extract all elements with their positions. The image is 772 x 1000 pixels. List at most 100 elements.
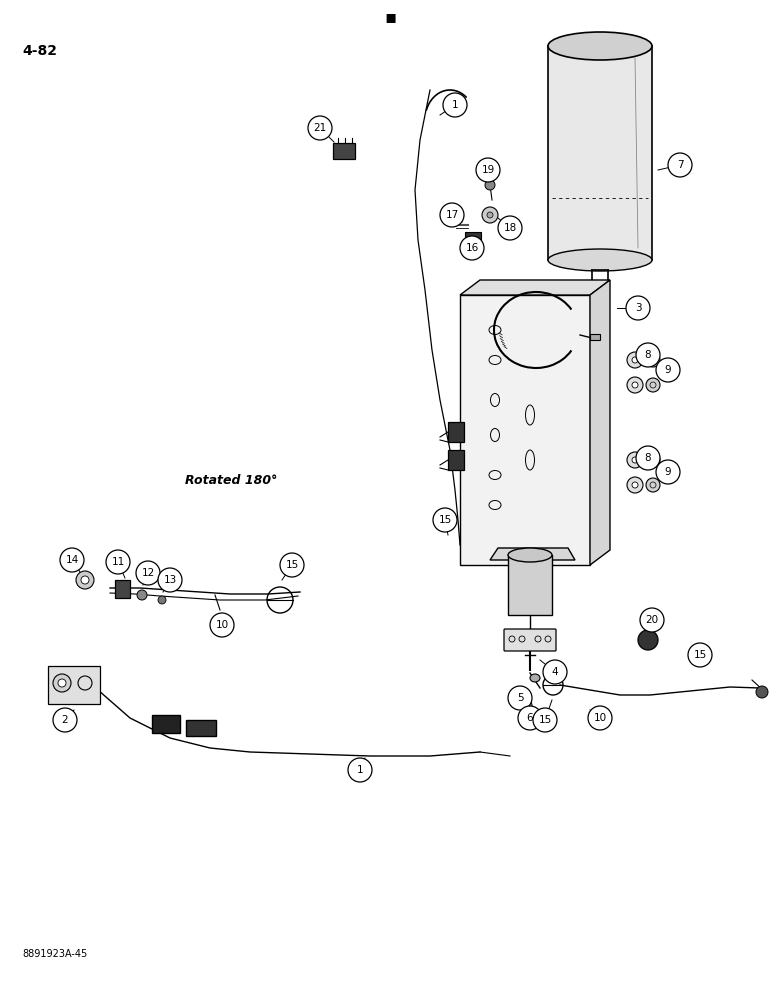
Circle shape: [632, 457, 638, 463]
Text: 17: 17: [445, 210, 459, 220]
Circle shape: [158, 596, 166, 604]
Circle shape: [476, 158, 500, 182]
Text: 20: 20: [645, 615, 659, 625]
Circle shape: [636, 446, 660, 470]
Text: 6: 6: [527, 713, 533, 723]
Ellipse shape: [530, 674, 540, 682]
Circle shape: [308, 116, 332, 140]
Text: 19: 19: [482, 165, 495, 175]
Circle shape: [627, 377, 643, 393]
Text: 1: 1: [452, 100, 459, 110]
Text: 10: 10: [215, 620, 229, 630]
Bar: [333, 143, 355, 159]
Circle shape: [588, 706, 612, 730]
Circle shape: [53, 708, 77, 732]
Circle shape: [533, 708, 557, 732]
Circle shape: [632, 482, 638, 488]
Text: 5: 5: [516, 693, 523, 703]
Text: 8: 8: [645, 350, 652, 360]
Circle shape: [280, 553, 304, 577]
Bar: [48, 666, 100, 704]
Bar: [508, 555, 552, 615]
Circle shape: [646, 478, 660, 492]
Text: 12: 12: [141, 568, 154, 578]
Text: 3: 3: [635, 303, 642, 313]
Text: 14: 14: [66, 555, 79, 565]
Text: 18: 18: [503, 223, 516, 233]
Text: 2: 2: [62, 715, 68, 725]
Text: 15: 15: [286, 560, 299, 570]
Bar: [548, 46, 652, 260]
Circle shape: [518, 691, 526, 699]
Circle shape: [348, 758, 372, 782]
Circle shape: [460, 236, 484, 260]
Circle shape: [543, 660, 567, 684]
Text: 15: 15: [438, 515, 452, 525]
Circle shape: [627, 352, 643, 368]
FancyBboxPatch shape: [504, 629, 556, 651]
Text: 1: 1: [357, 765, 364, 775]
Text: 13: 13: [164, 575, 177, 585]
Text: 15: 15: [693, 650, 706, 660]
Circle shape: [440, 203, 464, 227]
Circle shape: [640, 608, 664, 632]
Text: 9: 9: [665, 467, 672, 477]
Circle shape: [443, 93, 467, 117]
Circle shape: [53, 674, 71, 692]
Text: 8: 8: [645, 453, 652, 463]
Circle shape: [433, 508, 457, 532]
Ellipse shape: [548, 249, 652, 271]
Bar: [448, 422, 464, 442]
Circle shape: [632, 382, 638, 388]
Text: 7: 7: [677, 160, 683, 170]
Circle shape: [636, 343, 660, 367]
Circle shape: [81, 576, 89, 584]
Circle shape: [482, 207, 498, 223]
Circle shape: [158, 568, 182, 592]
Text: 4-82: 4-82: [22, 44, 57, 58]
Ellipse shape: [548, 32, 652, 60]
Circle shape: [60, 548, 84, 572]
Circle shape: [646, 453, 660, 467]
Circle shape: [137, 590, 147, 600]
Text: 9: 9: [665, 365, 672, 375]
Text: 4: 4: [552, 667, 558, 677]
Circle shape: [627, 477, 643, 493]
Text: 16: 16: [466, 243, 479, 253]
Bar: [465, 232, 481, 244]
Circle shape: [524, 701, 532, 709]
Bar: [152, 715, 180, 733]
Ellipse shape: [508, 548, 552, 562]
Polygon shape: [490, 548, 575, 560]
Text: 21: 21: [313, 123, 327, 133]
Text: 11: 11: [111, 557, 124, 567]
Text: ▪: ▪: [384, 8, 396, 26]
Circle shape: [638, 630, 658, 650]
Circle shape: [58, 679, 66, 687]
Circle shape: [656, 460, 680, 484]
Bar: [186, 720, 216, 736]
Text: 8891923A-45: 8891923A-45: [22, 949, 87, 959]
Circle shape: [498, 216, 522, 240]
Polygon shape: [460, 280, 610, 295]
Circle shape: [646, 378, 660, 392]
Circle shape: [76, 571, 94, 589]
Circle shape: [668, 153, 692, 177]
Circle shape: [106, 550, 130, 574]
Circle shape: [646, 353, 660, 367]
Bar: [448, 450, 464, 470]
Circle shape: [688, 643, 712, 667]
Bar: [590, 334, 600, 340]
Circle shape: [756, 686, 768, 698]
Bar: [115, 580, 130, 598]
Text: Rotated 180°: Rotated 180°: [185, 474, 277, 487]
Circle shape: [627, 452, 643, 468]
Text: 10: 10: [594, 713, 607, 723]
Circle shape: [485, 180, 495, 190]
Circle shape: [210, 613, 234, 637]
Polygon shape: [460, 295, 590, 565]
Circle shape: [626, 296, 650, 320]
Polygon shape: [590, 280, 610, 565]
Circle shape: [508, 686, 532, 710]
Circle shape: [136, 561, 160, 585]
